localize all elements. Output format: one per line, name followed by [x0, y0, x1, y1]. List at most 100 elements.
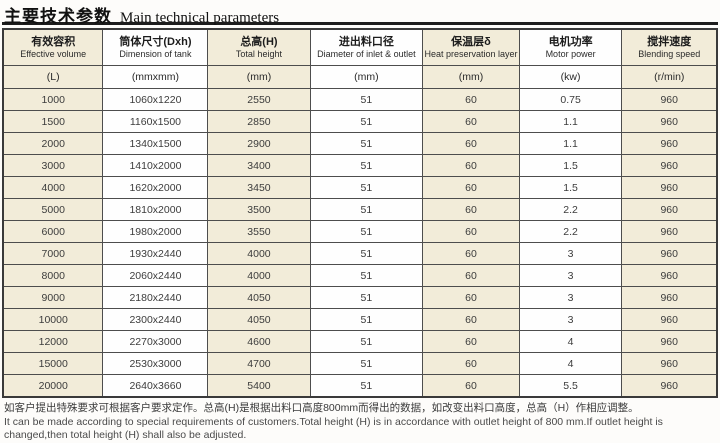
cell-heat-preservation-layer: 60 [422, 374, 520, 398]
cell-blending-speed: 960 [621, 264, 718, 287]
table-row: 2000 1340x1500 2900 51 60 1.1 960 [2, 132, 718, 155]
cell-heat-preservation-layer: 60 [422, 110, 520, 133]
cell-tank-dimension: 2300x2440 [102, 308, 209, 331]
cell-total-height: 5400 [207, 374, 311, 398]
cell-heat-preservation-layer: 60 [422, 88, 520, 111]
cell-motor-power: 5.5 [518, 374, 623, 398]
cell-total-height: 2850 [207, 110, 311, 133]
cell-effective-volume: 10000 [2, 308, 104, 331]
table-row: 4000 1620x2000 3450 51 60 1.5 960 [2, 176, 718, 199]
column-label-zh: 总高(H) [240, 35, 278, 48]
column-label-en: Diameter of inlet & outlet [317, 48, 416, 59]
cell-effective-volume: 1000 [2, 88, 104, 111]
table-row: 7000 1930x2440 4000 51 60 3 960 [2, 242, 718, 265]
cell-total-height: 3400 [207, 154, 311, 177]
column-label-en: Dimension of tank [119, 48, 192, 59]
cell-motor-power: 3 [518, 308, 623, 331]
cell-tank-dimension: 2060x2440 [102, 264, 209, 287]
cell-blending-speed: 960 [621, 330, 718, 353]
column-unit-effective-volume: (L) [2, 65, 104, 89]
cell-blending-speed: 960 [621, 286, 718, 309]
cell-blending-speed: 960 [621, 198, 718, 221]
cell-motor-power: 2.2 [518, 220, 623, 243]
cell-inlet-outlet-diameter: 51 [309, 154, 424, 177]
column-unit-motor-power: (kw) [518, 65, 623, 89]
cell-inlet-outlet-diameter: 51 [309, 198, 424, 221]
column-unit-blending-speed: (r/min) [621, 65, 718, 89]
cell-motor-power: 4 [518, 330, 623, 353]
column-header-tank-dimension: 筒体尺寸(Dxh) Dimension of tank [102, 28, 209, 66]
cell-inlet-outlet-diameter: 51 [309, 88, 424, 111]
footnotes: 如客户提出特殊要求可根据客户要求定作。总高(H)是根据出料口高度800mm而得出… [2, 398, 718, 442]
footnote-en: It can be made according to special requ… [4, 416, 663, 441]
column-unit-heat-preservation-layer: (mm) [422, 65, 520, 89]
cell-heat-preservation-layer: 60 [422, 220, 520, 243]
cell-total-height: 4000 [207, 264, 311, 287]
column-label-zh: 筒体尺寸(Dxh) [119, 35, 192, 48]
cell-heat-preservation-layer: 60 [422, 330, 520, 353]
table-row: 12000 2270x3000 4600 51 60 4 960 [2, 330, 718, 353]
cell-motor-power: 1.1 [518, 110, 623, 133]
table-row: 15000 2530x3000 4700 51 60 4 960 [2, 352, 718, 375]
table-row: 8000 2060x2440 4000 51 60 3 960 [2, 264, 718, 287]
column-unit-total-height: (mm) [207, 65, 311, 89]
column-header-inlet-outlet-diameter: 进出料口径 Diameter of inlet & outlet [309, 28, 424, 66]
cell-effective-volume: 7000 [2, 242, 104, 265]
cell-blending-speed: 960 [621, 352, 718, 375]
cell-effective-volume: 6000 [2, 220, 104, 243]
footnote-zh: 如客户提出特殊要求可根据客户要求定作。总高(H)是根据出料口高度800mm而得出… [4, 402, 639, 414]
cell-total-height: 3500 [207, 198, 311, 221]
cell-inlet-outlet-diameter: 51 [309, 330, 424, 353]
cell-blending-speed: 960 [621, 88, 718, 111]
table-row: 10000 2300x2440 4050 51 60 3 960 [2, 308, 718, 331]
column-label-zh: 有效容积 [31, 35, 76, 48]
cell-total-height: 4000 [207, 242, 311, 265]
column-label-en: Heat preservation layer [424, 48, 518, 59]
column-label-zh: 保温层δ [451, 35, 491, 48]
column-header-heat-preservation-layer: 保温层δ Heat preservation layer [422, 28, 520, 66]
table-row: 6000 1980x2000 3550 51 60 2.2 960 [2, 220, 718, 243]
cell-inlet-outlet-diameter: 51 [309, 110, 424, 133]
table-row: 3000 1410x2000 3400 51 60 1.5 960 [2, 154, 718, 177]
cell-total-height: 3450 [207, 176, 311, 199]
cell-blending-speed: 960 [621, 242, 718, 265]
cell-motor-power: 0.75 [518, 88, 623, 111]
table-row: 1500 1160x1500 2850 51 60 1.1 960 [2, 110, 718, 133]
cell-tank-dimension: 1620x2000 [102, 176, 209, 199]
cell-inlet-outlet-diameter: 51 [309, 374, 424, 398]
cell-effective-volume: 4000 [2, 176, 104, 199]
cell-blending-speed: 960 [621, 220, 718, 243]
cell-effective-volume: 15000 [2, 352, 104, 375]
cell-effective-volume: 9000 [2, 286, 104, 309]
cell-motor-power: 4 [518, 352, 623, 375]
table-body: 1000 1060x1220 2550 51 60 0.75 960 1500 1160x150… [2, 88, 718, 398]
cell-inlet-outlet-diameter: 51 [309, 286, 424, 309]
cell-total-height: 3550 [207, 220, 311, 243]
column-label-en: Blending speed [638, 48, 701, 59]
table-row: 20000 2640x3660 5400 51 60 5.5 960 [2, 374, 718, 398]
technical-parameters-table: 有效容积 Effective volume 筒体尺寸(Dxh) Dimension o… [2, 28, 718, 398]
cell-motor-power: 3 [518, 286, 623, 309]
page-title-zh: 主要技术参数 [4, 7, 112, 26]
cell-blending-speed: 960 [621, 110, 718, 133]
cell-inlet-outlet-diameter: 51 [309, 176, 424, 199]
cell-motor-power: 2.2 [518, 198, 623, 221]
cell-heat-preservation-layer: 60 [422, 286, 520, 309]
cell-heat-preservation-layer: 60 [422, 176, 520, 199]
cell-effective-volume: 8000 [2, 264, 104, 287]
cell-heat-preservation-layer: 60 [422, 132, 520, 155]
title-divider [2, 22, 718, 25]
cell-tank-dimension: 1060x1220 [102, 88, 209, 111]
cell-effective-volume: 3000 [2, 154, 104, 177]
column-unit-tank-dimension: (mmxmm) [102, 65, 209, 89]
cell-heat-preservation-layer: 60 [422, 352, 520, 375]
column-label-zh: 电机功率 [548, 35, 593, 48]
column-label-en: Motor power [545, 48, 596, 59]
cell-effective-volume: 5000 [2, 198, 104, 221]
cell-tank-dimension: 2180x2440 [102, 286, 209, 309]
cell-tank-dimension: 1160x1500 [102, 110, 209, 133]
cell-inlet-outlet-diameter: 51 [309, 220, 424, 243]
cell-tank-dimension: 1340x1500 [102, 132, 209, 155]
cell-total-height: 2900 [207, 132, 311, 155]
cell-total-height: 4700 [207, 352, 311, 375]
